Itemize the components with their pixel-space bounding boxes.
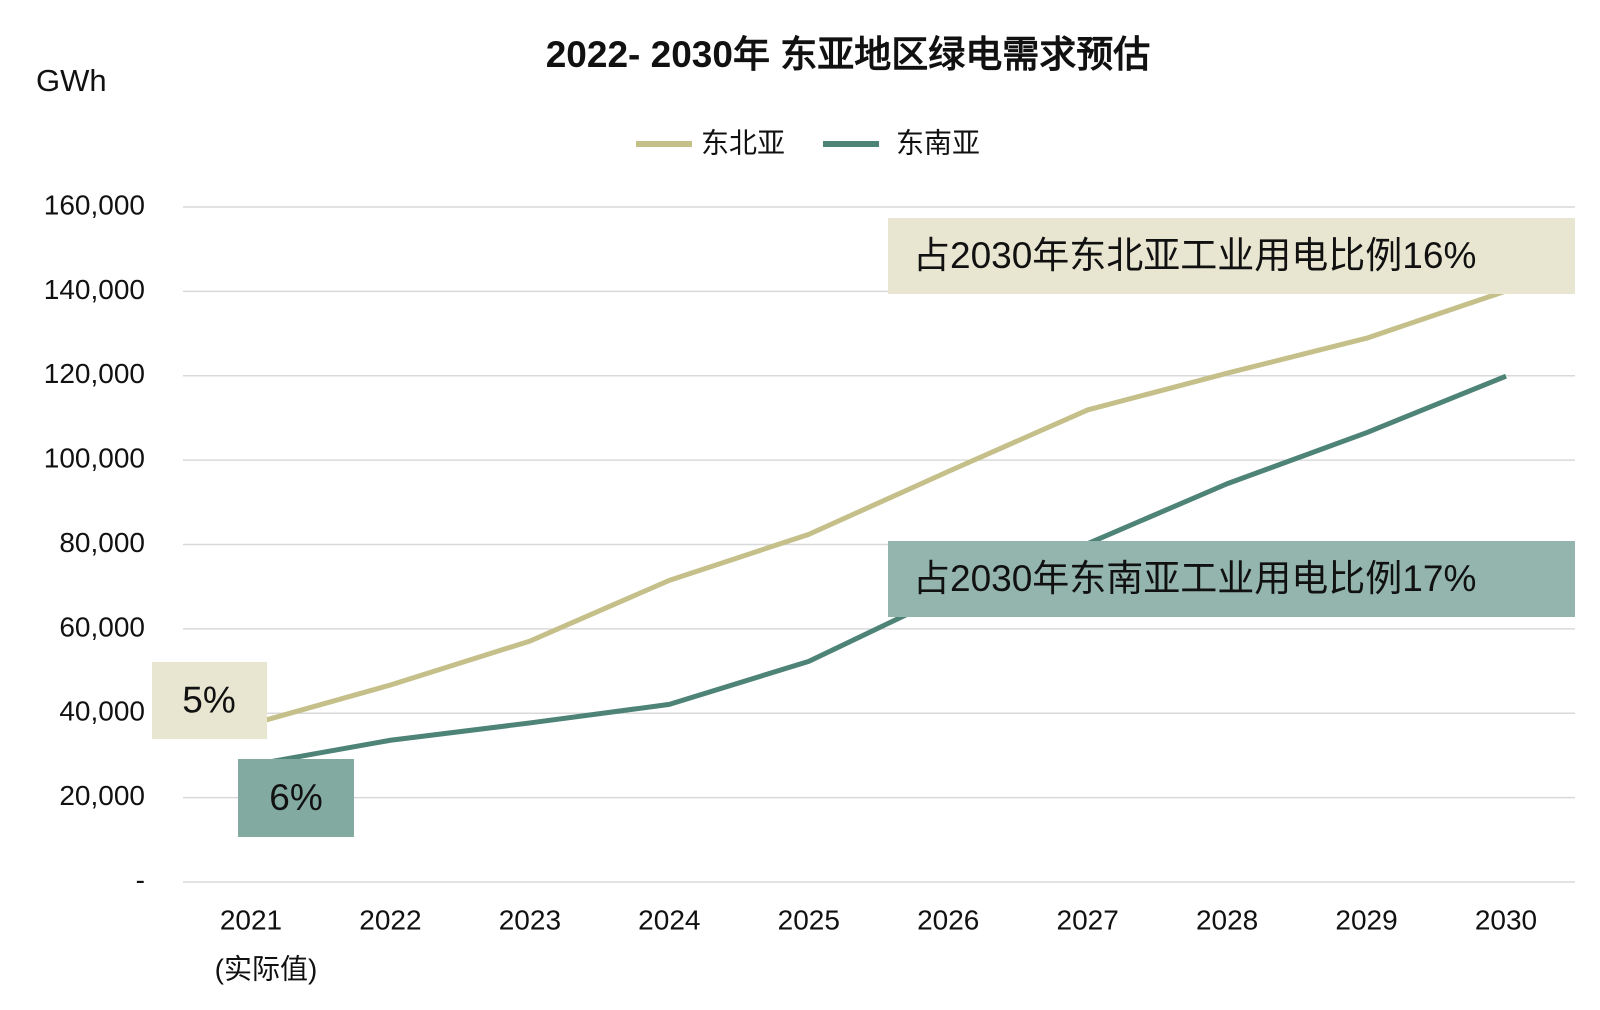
legend-label: 东南亚 [896,127,980,158]
x-tick-label: 2022 [359,904,421,935]
x-tick-label: 2026 [917,904,979,935]
x-tick-label: 2030 [1475,904,1537,935]
annotation-box [888,218,1575,294]
annotation-text: 5% [182,679,235,720]
y-tick-label: 100,000 [44,443,145,474]
annotation-text: 6% [269,777,322,818]
y-tick-label: 60,000 [59,611,145,642]
chart-title: 2022- 2030年 东亚地区绿电需求预估 [546,34,1151,75]
annotation-box [238,759,354,837]
x-tick-label: 2029 [1335,904,1397,935]
x-tick-label: 2025 [778,904,840,935]
x-tick-label: 2028 [1196,904,1258,935]
x-tick-label: 2021 [220,904,282,935]
legend-label: 东北亚 [701,127,785,158]
annotation-box [888,541,1575,617]
x-tick-label: 2027 [1057,904,1119,935]
x-tick-label: 2023 [499,904,561,935]
annotation-text: 占2030年东南亚工业用电比例17% [913,558,1476,599]
series-line [250,288,1507,727]
x-tick-label: 2024 [638,904,700,935]
y-tick-label: 160,000 [44,189,145,220]
y-tick-label: 20,000 [59,780,145,811]
y-unit: GWh [36,63,107,98]
annotation-text: 占2030年东北亚工业用电比例16% [913,235,1476,276]
series-line [250,373,1507,768]
annotation-box [152,662,267,739]
y-tick-label: 120,000 [44,358,145,389]
y-tick-label: 140,000 [44,274,145,305]
y-tick-label: 80,000 [59,527,145,558]
x-tick-note: (实际值) [215,953,318,984]
y-tick-label: 40,000 [59,696,145,727]
y-tick-label: - [136,864,145,895]
